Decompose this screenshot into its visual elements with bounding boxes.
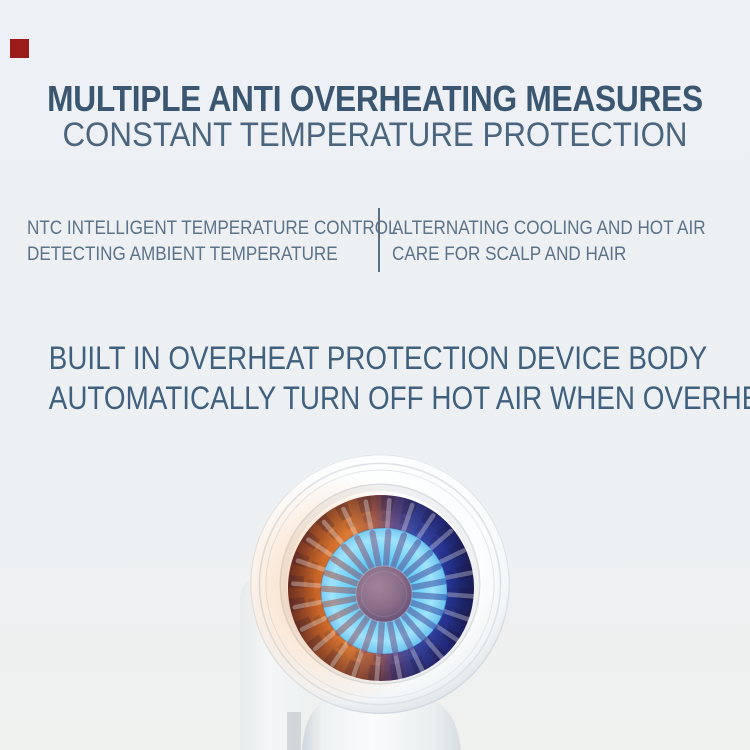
red-marker-square [10, 39, 29, 58]
subheading-line2: AUTOMATICALLY TURN OFF HOT AIR WHEN OVER… [48, 380, 750, 416]
handle-neck [302, 702, 461, 750]
feature-columns: NTC INTELLIGENT TEMPERATURE CONTROL DETE… [0, 208, 750, 278]
crevice-shadow [287, 712, 301, 750]
feature-left: NTC INTELLIGENT TEMPERATURE CONTROL DETE… [27, 216, 398, 268]
feature-left-line1: NTC INTELLIGENT TEMPERATURE CONTROL [27, 218, 398, 239]
fan-hub [355, 565, 413, 623]
vertical-divider [378, 208, 380, 272]
feature-right: ALTERNATING COOLING AND HOT AIR CARE FOR… [392, 216, 706, 268]
page-title: MULTIPLE ANTI OVERHEATING MEASURES [47, 78, 703, 119]
feature-left-line2: DETECTING AMBIENT TEMPERATURE [27, 244, 338, 265]
subheading-line1: BUILT IN OVERHEAT PROTECTION DEVICE BODY [48, 340, 708, 376]
fan-teeth-ring [288, 495, 474, 681]
feature-right-line1: ALTERNATING COOLING AND HOT AIR [392, 218, 706, 239]
fan-blades-inner [320, 528, 448, 658]
hair-dryer-image [240, 454, 510, 750]
page-subtitle: CONSTANT TEMPERATURE PROTECTION [62, 116, 688, 154]
feature-right-line2: CARE FOR SCALP AND HAIR [392, 244, 627, 265]
